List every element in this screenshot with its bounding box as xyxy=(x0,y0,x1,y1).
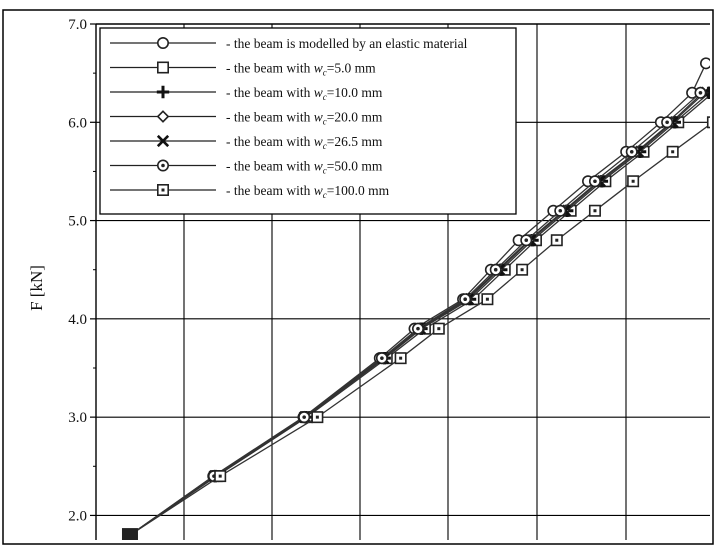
legend-label: - the beam with wc=10.0 mm xyxy=(226,85,383,102)
legend-marker xyxy=(157,61,170,74)
data-point xyxy=(706,116,710,129)
legend-label: - the beam with wc=20.0 mm xyxy=(226,110,383,127)
legend-marker xyxy=(156,134,170,148)
legend-label: - the beam with wc=5.0 mm xyxy=(226,61,376,78)
legend-marker xyxy=(157,36,170,49)
legend-label-symbol: w xyxy=(314,159,323,174)
y-tick-label: 4.0 xyxy=(68,312,87,328)
legend-box xyxy=(99,27,517,215)
figure-frame xyxy=(2,9,714,545)
data-point-dot xyxy=(698,91,703,95)
data-point-dot xyxy=(380,356,384,360)
legend-label: - the beam with wc=100.0 mm xyxy=(226,183,390,200)
data-point-dot xyxy=(593,209,597,213)
data-point-dot xyxy=(629,149,634,154)
data-point-dot xyxy=(399,356,403,360)
y-tick-label: 6.0 xyxy=(68,115,87,131)
legend-label-subscript: c xyxy=(323,68,327,78)
data-point-dot xyxy=(315,415,319,419)
legend-item: - the beam with wc=50.0 mm xyxy=(110,159,383,176)
data-point-dot xyxy=(665,120,669,125)
series-line xyxy=(129,123,710,536)
legend-label-value: =20.0 mm xyxy=(327,110,383,125)
legend-label-symbol: w xyxy=(314,61,323,76)
data-point xyxy=(700,57,710,70)
data-point-dot xyxy=(555,238,559,242)
data-point-dot xyxy=(302,415,306,419)
legend-label-text: - the beam with xyxy=(226,134,314,149)
legend-marker xyxy=(156,85,170,99)
legend-label-subscript: c xyxy=(323,166,327,176)
legend-label-text: - the beam with xyxy=(226,61,314,76)
data-point-dot xyxy=(463,297,467,302)
legend-label-subscript: c xyxy=(323,190,327,200)
legend-item: - the beam with wc=26.5 mm xyxy=(110,134,383,151)
legend-label: - the beam is modelled by an elastic mat… xyxy=(226,36,468,51)
y-tick-label: 3.0 xyxy=(68,410,87,426)
legend-label-value: =5.0 mm xyxy=(327,61,376,76)
data-point-dot xyxy=(520,268,524,272)
y-tick-label: 7.0 xyxy=(68,17,87,33)
data-point-dot xyxy=(593,179,597,184)
y-axis: 2.0 3.0 4.0 5.0 6.0 7.0 xyxy=(68,17,96,524)
start-point-cluster xyxy=(121,528,138,540)
legend-label-subscript: c xyxy=(323,117,327,127)
legend-label-symbol: w xyxy=(314,183,323,198)
legend-label-subscript: c xyxy=(323,92,327,102)
legend: - the beam is modelled by an elastic mat… xyxy=(99,27,517,215)
legend-item: - the beam with wc=100.0 mm xyxy=(110,183,390,200)
legend-label-text: - the beam with xyxy=(226,183,314,198)
legend-label-text: - the beam is modelled by an elastic mat… xyxy=(226,36,468,51)
legend-item: - the beam with wc=5.0 mm xyxy=(110,61,376,78)
data-point-dot xyxy=(218,474,222,478)
data-point-dot xyxy=(631,179,635,183)
data-point-dot xyxy=(416,326,420,331)
data-point-dot xyxy=(558,208,563,213)
series-7 xyxy=(129,116,710,536)
legend-label-symbol: w xyxy=(314,85,323,100)
legend-label-text: - the beam with xyxy=(226,110,314,125)
legend-label-value: =10.0 mm xyxy=(327,85,383,100)
plot-area xyxy=(121,57,710,540)
legend-item: - the beam is modelled by an elastic mat… xyxy=(110,36,468,51)
y-axis-label: F [kN] xyxy=(27,265,46,311)
legend-marker-dot xyxy=(161,188,165,192)
legend-label: - the beam with wc=50.0 mm xyxy=(226,159,383,176)
legend-label-value: =26.5 mm xyxy=(327,134,383,149)
legend-marker-dot xyxy=(161,163,165,168)
y-tick-label: 2.0 xyxy=(68,508,87,524)
legend-label-value: =100.0 mm xyxy=(327,183,390,198)
legend-label-subscript: c xyxy=(323,141,327,151)
legend-label-symbol: w xyxy=(314,110,323,125)
legend-label-value: =50.0 mm xyxy=(327,159,383,174)
data-point-dot xyxy=(493,267,498,272)
legend-item: - the beam with wc=20.0 mm xyxy=(110,110,383,127)
y-tick-label: 5.0 xyxy=(68,214,87,230)
legend-label-text: - the beam with xyxy=(226,159,314,174)
data-point-dot xyxy=(524,238,529,243)
legend-item: - the beam with wc=10.0 mm xyxy=(110,85,383,102)
legend-label: - the beam with wc=26.5 mm xyxy=(226,134,383,151)
legend-label-text: - the beam with xyxy=(226,85,314,100)
data-point-dot xyxy=(671,150,675,154)
legend-marker xyxy=(156,110,170,123)
legend-label-symbol: w xyxy=(314,134,323,149)
data-point-dot xyxy=(437,327,441,331)
data-point-dot xyxy=(485,297,489,301)
